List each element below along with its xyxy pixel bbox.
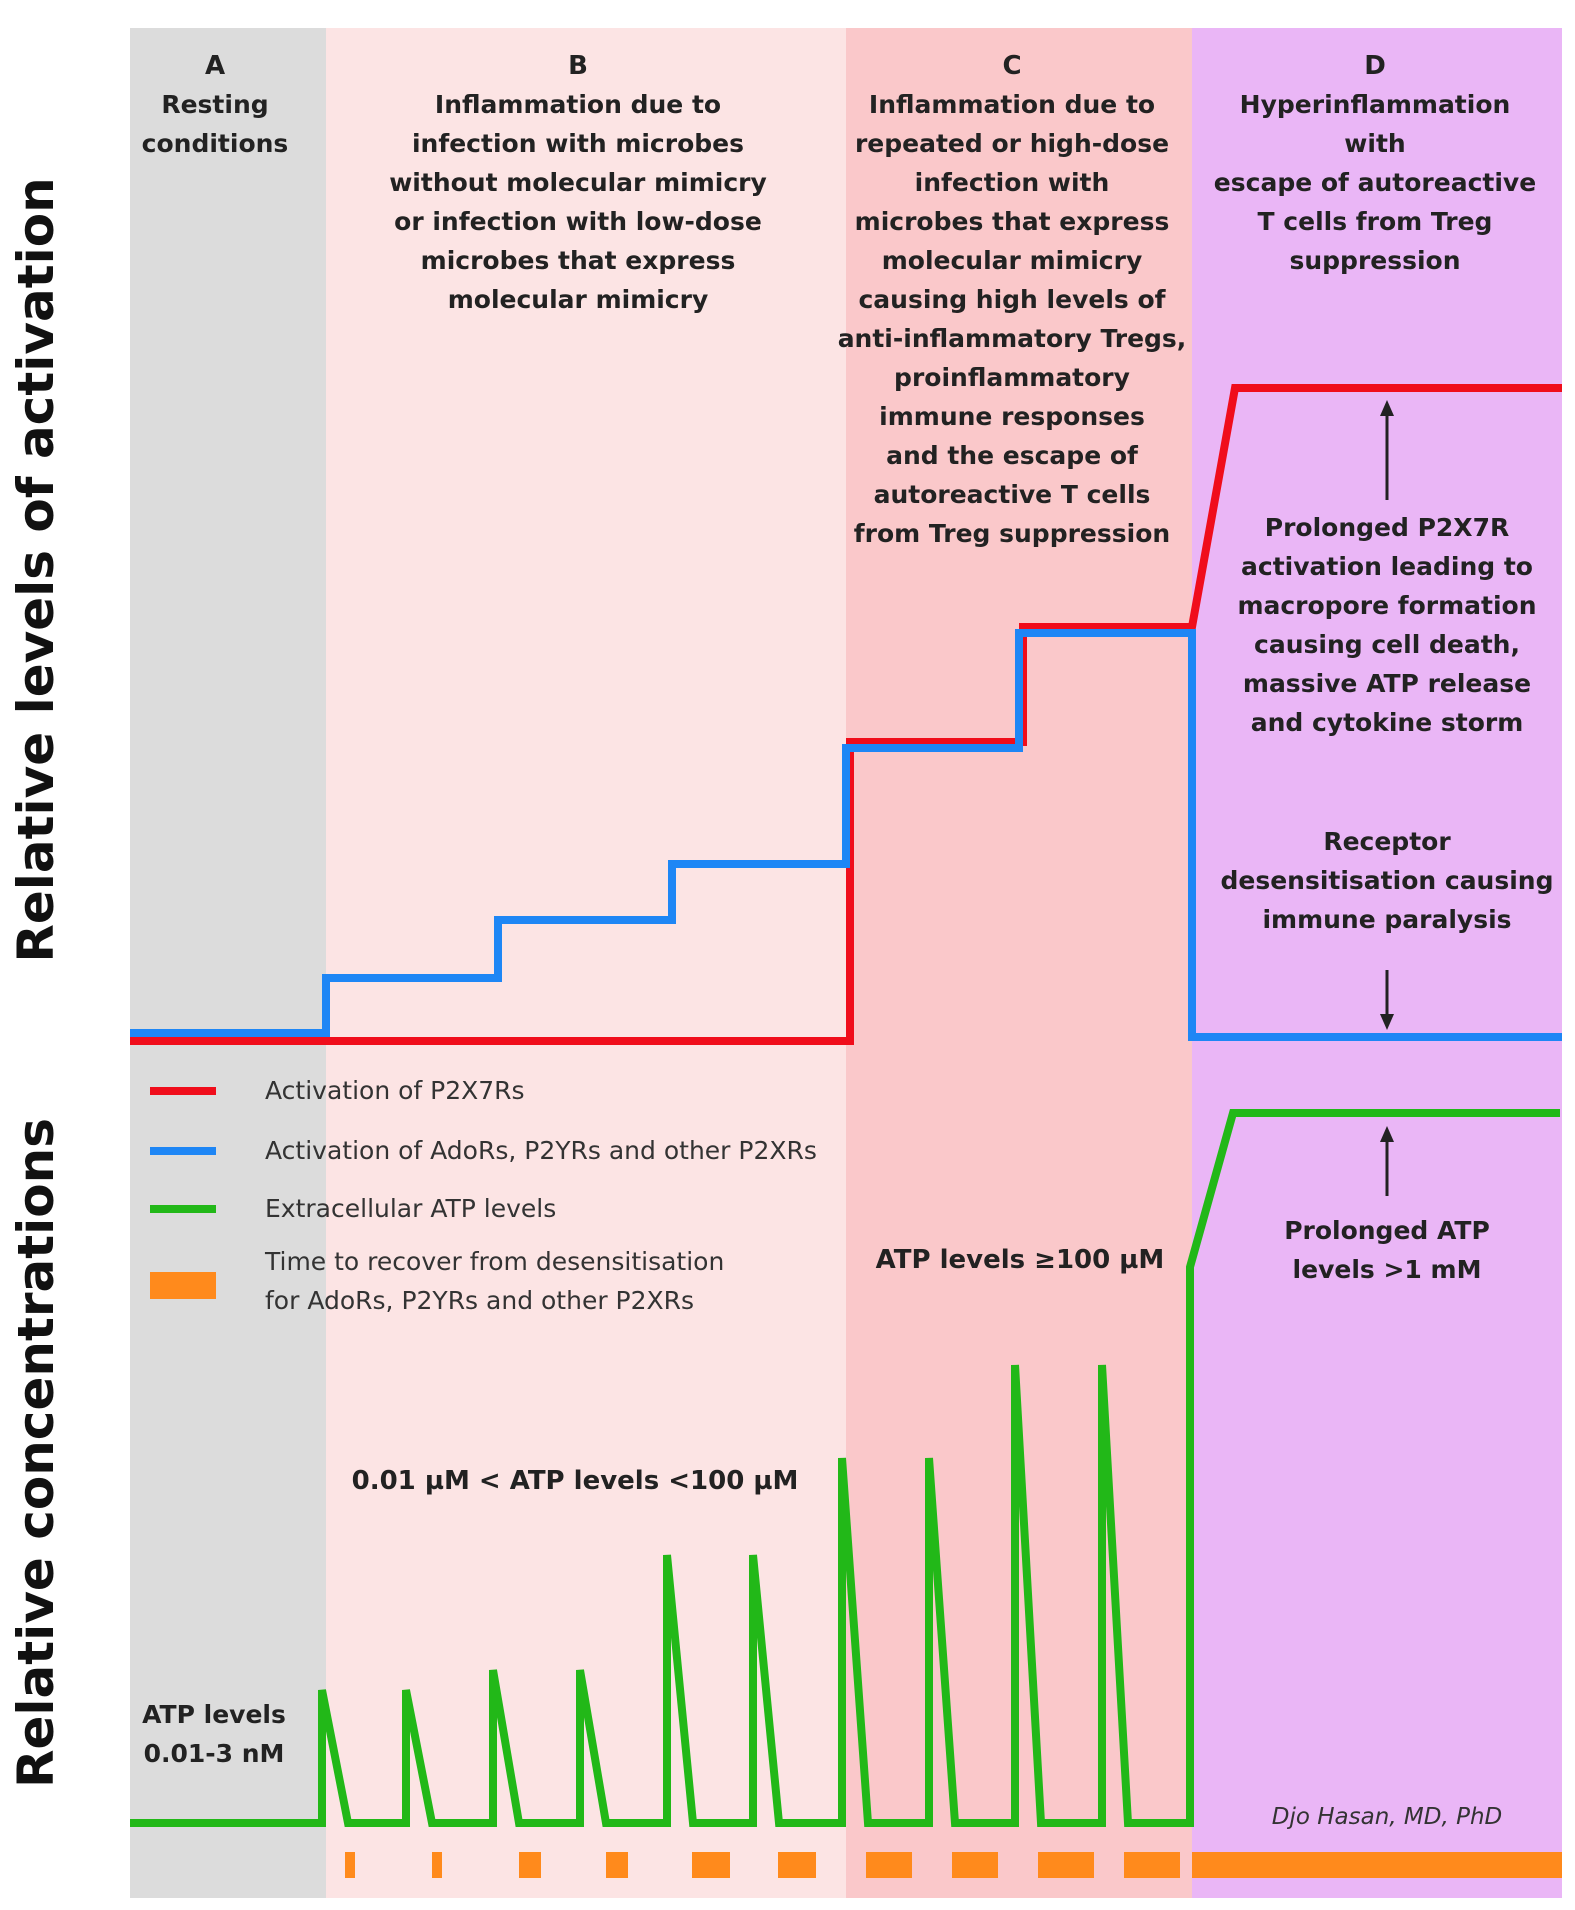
atp-b-label: 0.01 µM < ATP levels <100 µM	[352, 1466, 799, 1496]
legend-swatch-recovery	[150, 1272, 216, 1299]
p2x7r-prolonged-annotation-line: Prolonged P2X7R	[1265, 513, 1509, 542]
panel-b-title-line: infection with microbes	[412, 129, 744, 158]
panel-d-title-line: escape of autoreactive	[1214, 168, 1536, 197]
panel-c-title-line: causing high levels of	[858, 285, 1166, 314]
legend-swatch-p2x7r	[150, 1087, 216, 1095]
recovery-bars	[345, 1852, 1562, 1878]
panel-b-title-line: or infection with low-dose	[394, 207, 762, 236]
recovery-bar	[432, 1852, 442, 1878]
author-signature: Djo Hasan, MD, PhD	[1272, 1804, 1502, 1830]
recovery-bar	[952, 1852, 998, 1878]
p2x7r-prolonged-annotation-line: activation leading to	[1241, 552, 1533, 581]
desensitisation-annotation-line: Receptor	[1323, 827, 1451, 856]
panel-c-title-line: from Treg suppression	[854, 519, 1170, 548]
p2x7r-prolonged-annotation-line: causing cell death,	[1254, 630, 1520, 659]
panel-c-title-line: and the escape of	[886, 441, 1139, 470]
recovery-bar	[519, 1852, 541, 1878]
arrows	[1380, 400, 1394, 1196]
atp-prolonged-annotation-line: levels >1 mM	[1293, 1255, 1482, 1284]
legend-swatch-atp	[150, 1205, 216, 1213]
recovery-bar	[1038, 1852, 1094, 1878]
panel-b-title-line: microbes that express	[421, 246, 736, 275]
panel-b-title-line: without molecular mimicry	[389, 168, 767, 197]
panel-d-background	[1192, 28, 1562, 1898]
panel-b-letter: B	[568, 51, 588, 81]
p2x7r-prolonged-annotation-line: and cytokine storm	[1251, 708, 1524, 737]
panel-d-title-line: with	[1344, 129, 1405, 158]
panel-c-letter: C	[1002, 51, 1021, 81]
desensitisation-annotation-line: desensitisation causing	[1220, 866, 1553, 895]
panel-c-title-line: autoreactive T cells	[874, 480, 1151, 509]
recovery-bar	[778, 1852, 816, 1878]
legend-label-recovery: for AdoRs, P2YRs and other P2XRs	[265, 1286, 694, 1315]
recovery-bar	[866, 1852, 912, 1878]
arrowhead-up-icon	[1380, 1126, 1394, 1142]
arrowhead-down-icon	[1380, 1014, 1394, 1030]
panel-d-title-line: Hyperinflammation	[1240, 90, 1511, 119]
legend-label-recovery: Time to recover from desensitisation	[264, 1247, 724, 1276]
legend-label-atp: Extracellular ATP levels	[265, 1194, 556, 1223]
recovery-bar	[345, 1852, 355, 1878]
atp-a-label-line: ATP levels	[142, 1700, 286, 1729]
atp-a-label-line: 0.01-3 nM	[144, 1739, 285, 1768]
panel-d-title-line: T cells from Treg	[1258, 207, 1493, 236]
recovery-bar	[1124, 1852, 1180, 1878]
atp-level-line	[130, 1109, 1560, 1827]
p2x7r-prolonged-annotation-line: massive ATP release	[1243, 669, 1531, 698]
recovery-bar-prolonged	[1192, 1852, 1562, 1878]
legend: Activation of P2X7Rs Activation of AdoRs,…	[150, 1076, 817, 1315]
p2x7r-prolonged-annotation-line: macropore formation	[1237, 591, 1536, 620]
legend-label-other_receptors: Activation of AdoRs, P2YRs and other P2X…	[265, 1136, 817, 1165]
panel-d-title-line: suppression	[1289, 246, 1460, 275]
panel-a-title-line: conditions	[142, 129, 289, 158]
panel-c-title-line: molecular mimicry	[882, 246, 1143, 275]
panel-b-title-line: molecular mimicry	[448, 285, 709, 314]
panel-c-title-line: Inflammation due to	[869, 90, 1155, 119]
legend-swatch-other_receptors	[150, 1147, 216, 1155]
arrowhead-up-icon	[1380, 400, 1394, 416]
y-axis-title-concentrations: Relative concentrations	[7, 1118, 65, 1788]
atp-c-label: ATP levels ≥100 µM	[876, 1245, 1165, 1275]
panel-d-letter: D	[1364, 51, 1386, 81]
panel-a-background	[130, 28, 326, 1898]
recovery-bar	[606, 1852, 628, 1878]
y-axis-title-activation: Relative levels of activation	[7, 177, 65, 962]
panel-c-title-line: proinflammatory	[894, 363, 1130, 392]
other-receptors-activation-line	[130, 629, 1562, 1041]
panel-c-title-line: repeated or high-dose	[855, 129, 1169, 158]
panel-a-letter: A	[205, 51, 225, 81]
panel-c-title-line: microbes that express	[855, 207, 1170, 236]
panel-headings: A Resting conditions B Inflammation due to in…	[142, 51, 1537, 548]
desensitisation-annotation-line: immune paralysis	[1262, 905, 1511, 934]
recovery-bar	[692, 1852, 730, 1878]
panel-b-title-line: Inflammation due to	[435, 90, 721, 119]
panel-a-title-line: Resting	[161, 90, 268, 119]
panel-c-title-line: anti-inflammatory Tregs,	[838, 324, 1187, 353]
legend-label-p2x7r: Activation of P2X7Rs	[265, 1076, 525, 1105]
annotations: Prolonged P2X7R activation leading to macr…	[142, 513, 1553, 1768]
atp-prolonged-annotation-line: Prolonged ATP	[1284, 1216, 1490, 1245]
panel-c-title-line: infection with	[915, 168, 1110, 197]
panel-c-title-line: immune responses	[879, 402, 1145, 431]
